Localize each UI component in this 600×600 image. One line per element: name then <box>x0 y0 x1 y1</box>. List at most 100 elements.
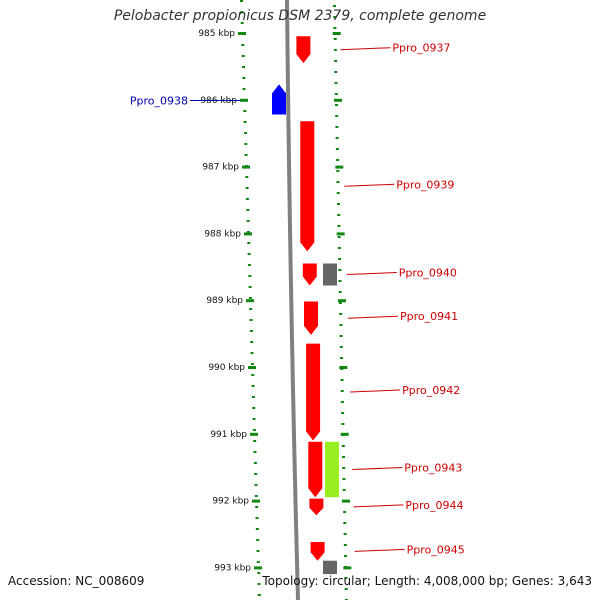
ruler-dot <box>249 308 253 310</box>
gene-label[interactable]: Ppro_0945 <box>407 543 465 556</box>
ruler-dot <box>252 418 256 420</box>
ruler-dot <box>250 352 254 354</box>
tick-mark-left <box>242 165 250 169</box>
ruler-dot <box>247 253 251 255</box>
ruler-dot <box>339 313 343 315</box>
gene-label[interactable]: Ppro_0944 <box>405 499 463 512</box>
tick-label: 987 kbp <box>202 163 239 173</box>
gene-label[interactable]: Ppro_0940 <box>399 267 457 280</box>
gene-arrow-ppro-0942[interactable] <box>306 343 321 441</box>
ruler-dot <box>245 176 249 178</box>
gene-label[interactable]: Ppro_0937 <box>392 42 450 55</box>
ruler-dot <box>335 137 339 139</box>
ruler-dot <box>247 242 251 244</box>
ruler-dot <box>254 495 258 497</box>
ruler-dot <box>336 170 340 172</box>
ruler-dot <box>338 302 342 304</box>
ruler-dot <box>251 396 255 398</box>
ruler-dot <box>240 0 243 2</box>
gene-arrow-ppro-0938[interactable] <box>272 84 286 115</box>
ruler-dot <box>257 572 261 574</box>
tick-mark-left <box>250 432 258 436</box>
tick-mark-right <box>332 32 341 35</box>
tick-mark-left <box>244 232 252 236</box>
gene-arrow-ppro-0940[interactable] <box>302 263 317 286</box>
gene-arrow-ppro-0943[interactable] <box>308 441 323 498</box>
ruler-dot <box>344 588 348 590</box>
gene-arrow-ppro-0937[interactable] <box>296 36 311 64</box>
gene-label[interactable]: Ppro_0938 <box>130 95 188 108</box>
ruler-dot <box>333 27 337 29</box>
gene-arrow-ppro-0945[interactable] <box>310 542 325 561</box>
ruler-dot <box>245 198 249 200</box>
ruler-dot <box>340 401 344 403</box>
tick-label: 992 kbp <box>212 497 249 507</box>
gene-arrow-ppro-0944[interactable] <box>309 498 324 516</box>
tick-mark-right <box>339 366 348 369</box>
ruler-dot <box>254 473 258 475</box>
ruler-dot <box>338 291 342 293</box>
gene-labels: Ppro_0937 Ppro_0938 Ppro_0939 Ppro_0940 Ppro… <box>130 42 465 557</box>
ruler-dot <box>341 423 345 425</box>
ruler-dot <box>340 390 344 392</box>
ruler-dot <box>246 220 250 222</box>
ruler-dot <box>243 110 247 112</box>
ruler-dot <box>250 363 254 365</box>
ruler-dot <box>334 60 338 62</box>
ruler-dot <box>342 467 346 469</box>
ruler-dot <box>257 594 261 596</box>
ruler-dot <box>333 5 336 7</box>
ruler-dot <box>242 66 245 68</box>
ruler-dot <box>342 478 346 480</box>
ruler-dot <box>241 55 245 57</box>
label-leader-line <box>353 504 404 508</box>
ruler-dot <box>343 544 347 546</box>
ruler-dot <box>257 583 261 585</box>
ruler-dot <box>339 335 343 337</box>
ruler-dot <box>252 429 256 431</box>
label-leader-line <box>352 467 403 470</box>
topology-text: Topology: circular; Length: 4,008,000 bp… <box>262 574 592 588</box>
gene-arrow-ppro-0941[interactable] <box>304 301 318 335</box>
ruler-dot <box>256 539 260 541</box>
gene-label[interactable]: Ppro_0941 <box>400 310 458 323</box>
ruler-dot <box>337 214 341 216</box>
ruler-dot <box>333 16 337 18</box>
gene-track <box>272 36 325 561</box>
ruler-dot <box>336 181 340 183</box>
ruler-dot <box>246 209 250 211</box>
genome-backbone <box>285 0 300 600</box>
tick-mark-right <box>336 232 345 236</box>
ruler-dot <box>251 385 255 387</box>
ruler-dot <box>339 324 343 326</box>
ruler-dot <box>245 187 249 189</box>
gene-label[interactable]: Ppro_0943 <box>404 462 462 475</box>
ruler-right <box>333 5 348 600</box>
ruler-dot <box>242 77 246 79</box>
tick-label: 988 kbp <box>204 229 241 239</box>
ruler-dot <box>339 346 343 348</box>
ruler-dot <box>250 341 254 343</box>
label-leader-line <box>350 389 401 393</box>
ruler-dot <box>337 247 341 249</box>
tick-mark-left <box>238 32 246 35</box>
ruler-dot <box>343 522 347 524</box>
gene-arrow-ppro-0939[interactable] <box>300 121 315 252</box>
ruler-dot <box>244 154 248 156</box>
ruler-dot <box>334 82 338 84</box>
ruler-dot <box>336 192 340 194</box>
ruler-dot <box>336 159 340 161</box>
ruler-dot <box>249 319 253 321</box>
ruler-dot <box>343 533 347 535</box>
ruler-dot <box>244 132 247 134</box>
gene-label[interactable]: Ppro_0942 <box>402 384 460 397</box>
ruler-dot <box>248 286 252 288</box>
tick-mark-right <box>340 432 349 436</box>
tick-mark-left <box>240 98 248 102</box>
feature-track <box>323 263 339 575</box>
ruler-dot <box>241 44 245 46</box>
gene-label[interactable]: Ppro_0939 <box>396 178 454 191</box>
ruler-dot <box>252 407 256 409</box>
